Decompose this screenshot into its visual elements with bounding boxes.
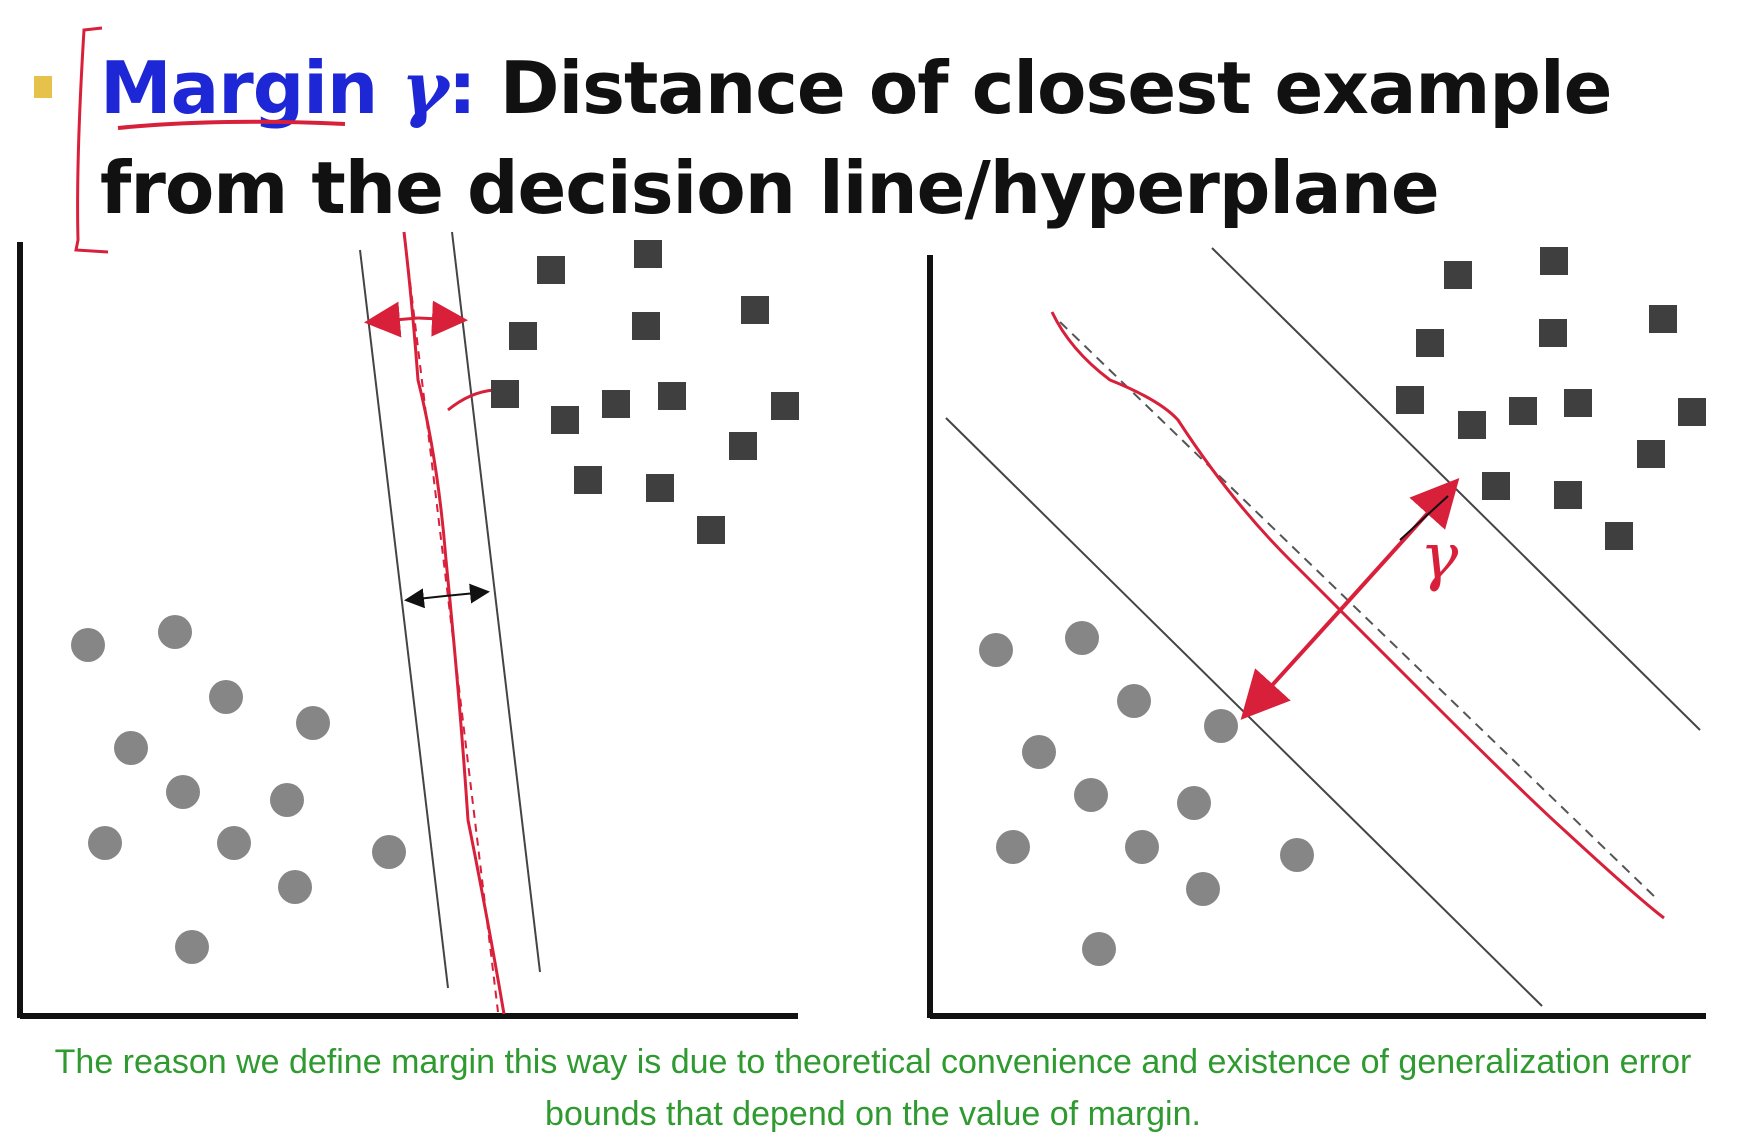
square-point — [1554, 481, 1582, 509]
slide-title: Margin γ: Distance of closest example fr… — [100, 38, 1720, 238]
square-point — [697, 516, 725, 544]
right-margin-line-lower — [945, 417, 1543, 1007]
left-red-decision-line — [402, 231, 506, 1015]
circle-point — [158, 615, 192, 649]
square-point — [729, 432, 757, 460]
square-point — [1649, 305, 1677, 333]
square-point — [574, 466, 602, 494]
left-black-arrow-left — [404, 588, 446, 609]
circle-point — [372, 835, 406, 869]
circle-point — [114, 731, 148, 765]
square-point — [1678, 398, 1706, 426]
circle-point — [217, 826, 251, 860]
square-point — [771, 392, 799, 420]
circle-point — [1186, 872, 1220, 906]
circle-point — [1065, 621, 1099, 655]
square-point — [646, 474, 674, 502]
circle-point — [296, 706, 330, 740]
square-point — [1458, 411, 1486, 439]
circle-point — [1280, 838, 1314, 872]
circle-point — [1082, 932, 1116, 966]
square-point — [602, 390, 630, 418]
right-decision-dashed-line — [1059, 321, 1659, 901]
circle-point — [1117, 684, 1151, 718]
title-colon: : — [447, 46, 477, 130]
circle-point — [209, 680, 243, 714]
left-margin-line-2 — [451, 231, 541, 973]
circle-point — [979, 633, 1013, 667]
circle-point — [1074, 778, 1108, 812]
left-class-squares — [491, 240, 799, 544]
square-point — [658, 382, 686, 410]
left-panel — [17, 231, 799, 1019]
circle-point — [88, 826, 122, 860]
right-black-pointer — [1399, 495, 1449, 541]
square-point — [1396, 386, 1424, 414]
right-margin-arrow-down — [1240, 604, 1346, 720]
right-class-circles — [979, 621, 1314, 966]
circle-point — [278, 870, 312, 904]
square-point — [632, 312, 660, 340]
left-decision-dashed-line — [404, 239, 499, 1013]
circle-point — [166, 775, 200, 809]
square-point — [1539, 319, 1567, 347]
square-point — [1540, 247, 1568, 275]
gamma-annotation: γ — [1420, 520, 1459, 594]
slide-caption: The reason we define margin this way is … — [54, 1043, 1692, 1133]
left-red-tick — [447, 388, 495, 412]
left-class-circles — [71, 615, 406, 964]
square-point — [551, 406, 579, 434]
right-margin-line-upper — [1211, 247, 1701, 731]
square-point — [491, 380, 519, 408]
left-red-arrow-right — [417, 300, 468, 337]
square-point — [1444, 261, 1472, 289]
red-underline-annotation — [117, 119, 346, 130]
square-point — [537, 256, 565, 284]
circle-point — [1177, 786, 1211, 820]
circle-point — [71, 628, 105, 662]
square-point — [1605, 522, 1633, 550]
square-point — [1509, 397, 1537, 425]
circle-point — [270, 783, 304, 817]
circle-point — [996, 830, 1030, 864]
circle-point — [1022, 735, 1056, 769]
title-term: Margin — [100, 46, 378, 130]
left-margin-line-1 — [359, 249, 449, 989]
bullet-marker — [34, 76, 52, 98]
square-point — [1564, 389, 1592, 417]
square-point — [1482, 472, 1510, 500]
right-panel: γ — [927, 247, 1706, 1019]
square-point — [509, 322, 537, 350]
right-red-decision-line — [1050, 311, 1665, 920]
square-point — [1637, 440, 1665, 468]
circle-point — [1125, 830, 1159, 864]
right-margin-arrow-up — [1342, 478, 1460, 608]
circle-point — [1204, 709, 1238, 743]
red-bracket-annotation — [74, 26, 109, 254]
square-point — [1416, 329, 1444, 357]
left-red-arrow-left — [364, 301, 419, 338]
circle-point — [175, 930, 209, 964]
square-point — [634, 240, 662, 268]
right-class-squares — [1396, 247, 1706, 550]
square-point — [741, 296, 769, 324]
left-black-arrow-right — [444, 583, 490, 604]
title-gamma-symbol: γ — [401, 45, 449, 130]
title-definition: Distance of closest example from the dec… — [100, 46, 1612, 230]
